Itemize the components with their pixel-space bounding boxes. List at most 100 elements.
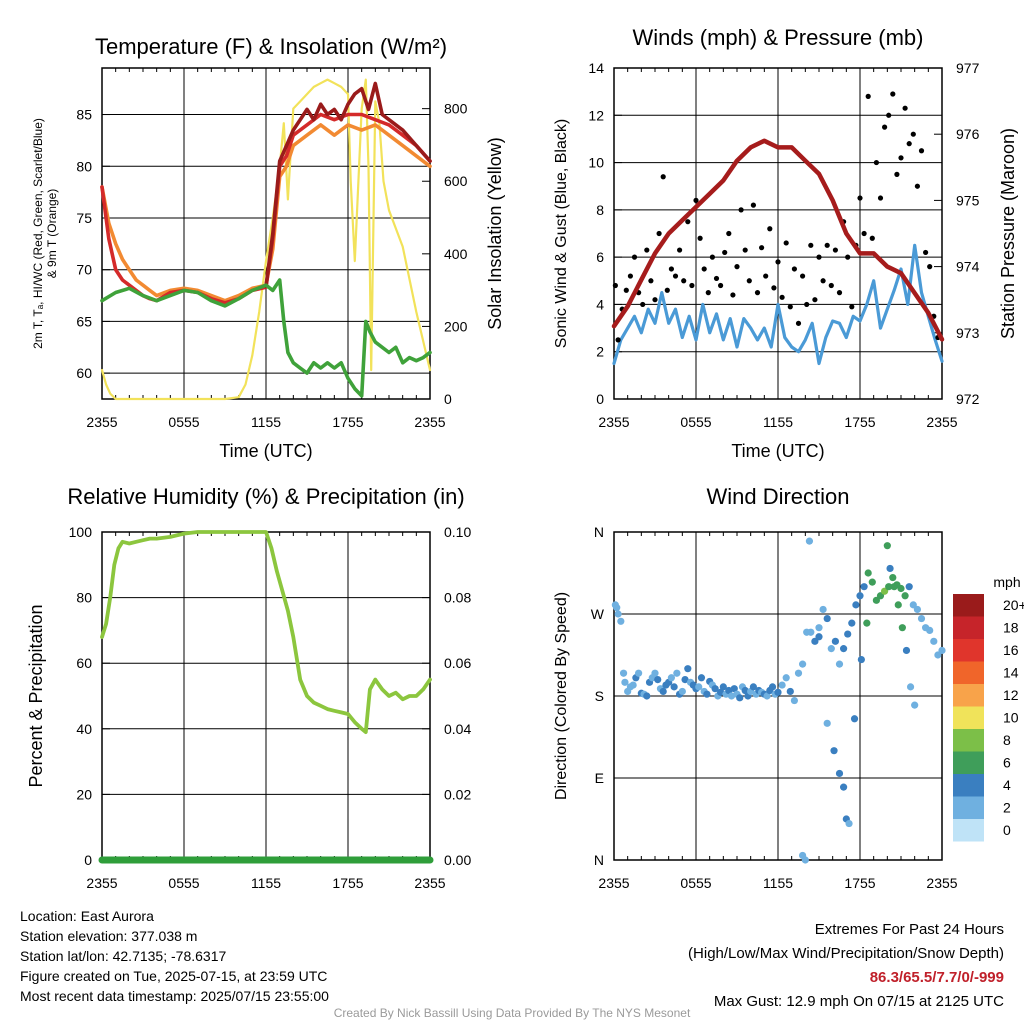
direction-point — [850, 715, 859, 723]
gust-point — [742, 247, 748, 253]
x-tick-label: 2355 — [598, 875, 629, 891]
direction-point — [673, 669, 681, 677]
direction-point — [917, 614, 926, 623]
gust-point — [631, 254, 638, 260]
gust-point — [681, 278, 687, 284]
y-right-tick-label: 200 — [444, 318, 468, 334]
gust-point — [767, 226, 773, 232]
gust-point — [750, 202, 757, 208]
wind-direction-panel: 2355 0555 1155 1755 2355 N E S W N Wind Direction D… — [553, 484, 1024, 891]
x-tick-label: 2355 — [86, 875, 117, 891]
direction-point — [725, 686, 733, 695]
direction-point — [840, 645, 848, 653]
legend-label: 4 — [1003, 777, 1011, 793]
gust-point — [869, 235, 875, 241]
legend-swatch — [953, 706, 984, 729]
series-line-hi — [264, 81, 432, 289]
legend-label: 18 — [1003, 620, 1019, 636]
direction-point — [883, 542, 891, 550]
direction-point — [681, 676, 689, 684]
y-axis-label: Direction (Colored By Speed) — [553, 592, 570, 800]
direction-point — [659, 687, 667, 696]
plot-frame — [101, 67, 431, 400]
y-right-tick-label: 0.08 — [444, 590, 471, 606]
gust-point — [857, 195, 863, 201]
direction-point — [790, 696, 799, 705]
direction-point — [730, 685, 738, 693]
direction-point — [763, 692, 771, 700]
gust-point — [730, 292, 736, 298]
direction-point — [778, 681, 786, 689]
gust-point — [894, 171, 900, 177]
x-tick-label: 1155 — [251, 875, 281, 891]
gust-point — [804, 301, 810, 308]
gust-point — [812, 297, 818, 303]
y-right-tick-label: 973 — [956, 325, 980, 341]
series-line-sun — [100, 78, 432, 401]
y-right-tick-label: 0.04 — [444, 721, 471, 737]
gust-point — [746, 278, 752, 284]
gust-point — [800, 273, 806, 279]
direction-point — [736, 694, 744, 702]
gust-point — [685, 219, 691, 225]
direction-point — [852, 601, 860, 609]
gust-point — [726, 230, 732, 237]
y-tick-label: 0 — [84, 852, 92, 868]
temperature-panel: 2355 0555 1155 1755 2355 60 65 70 75 80 85 0 200 400 6… — [31, 34, 505, 461]
direction-point — [749, 683, 758, 691]
gust-point — [664, 287, 670, 293]
x-tick-label: 1155 — [763, 875, 793, 891]
y-tick-label: 2 — [596, 344, 604, 360]
y-right-tick-label: 0 — [444, 391, 452, 407]
extremes-title: Extremes For Past 24 Hours — [814, 921, 1004, 938]
y-tick-label: S — [595, 688, 604, 704]
gust-point — [759, 245, 765, 251]
extremes-values: 86.3/65.5/7.7/0/-999 — [869, 969, 1004, 986]
y-tick-label: 0 — [596, 391, 604, 407]
gust-point — [623, 287, 629, 293]
y-tick-label: 8 — [596, 202, 604, 218]
gust-point — [677, 247, 683, 253]
y-right-tick-label: 400 — [444, 246, 468, 262]
legend-label: 14 — [1003, 665, 1019, 681]
direction-point — [613, 604, 621, 612]
gust-point — [824, 242, 830, 248]
direction-point — [799, 660, 807, 668]
x-tick-label: 0555 — [680, 414, 711, 430]
x-tick-label: 2355 — [598, 414, 629, 430]
y-tick-label: 20 — [76, 786, 92, 802]
legend-label: 0 — [1003, 822, 1011, 838]
legend-swatch — [953, 729, 984, 752]
direction-point — [711, 685, 719, 693]
gust-point — [783, 240, 789, 246]
gust-point — [668, 266, 675, 272]
direction-point — [695, 683, 703, 691]
gust-point — [836, 290, 843, 296]
direction-point — [868, 578, 876, 586]
legend-label: 8 — [1003, 732, 1011, 748]
direction-point — [897, 584, 905, 593]
direction-point — [786, 687, 794, 696]
gust-point — [763, 273, 769, 279]
gust-point — [849, 304, 855, 310]
y-tick-label: N — [594, 852, 604, 868]
gust-point — [816, 254, 822, 260]
gust-point — [898, 155, 904, 161]
legend-label: 16 — [1003, 642, 1019, 658]
y-right-tick-label: 800 — [444, 101, 468, 117]
direction-point — [678, 687, 686, 696]
direction-point — [827, 645, 835, 653]
legend-label: 12 — [1003, 687, 1019, 703]
direction-point — [905, 583, 913, 591]
created-text: Figure created on Tue, 2025-07-15, at 23… — [20, 968, 328, 984]
credit-text: Created By Nick Bassill Using Data Provi… — [333, 1006, 691, 1020]
direction-point — [703, 690, 711, 698]
direction-point — [823, 719, 831, 727]
gust-point — [906, 141, 912, 147]
direction-point — [629, 681, 637, 689]
direction-point — [898, 624, 906, 632]
x-axis-label: Time (UTC) — [731, 441, 824, 461]
panel-title: Winds (mph) & Pressure (mb) — [633, 25, 924, 50]
direction-point — [911, 701, 919, 709]
direction-point — [774, 688, 782, 696]
